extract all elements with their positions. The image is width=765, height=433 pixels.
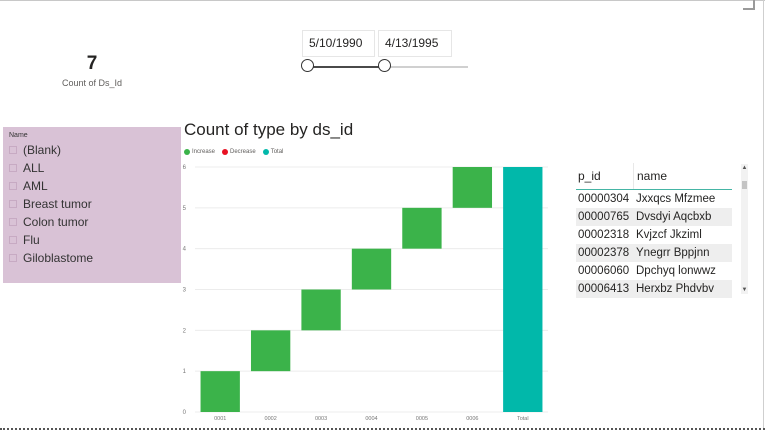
increase-bar[interactable] [452,167,493,208]
table-cell: Ynegrr Bppjnn [636,247,710,259]
checkbox-icon[interactable] [9,218,17,226]
slicer-item-label: ALL [23,161,45,175]
scroll-up-icon[interactable]: ▲ [741,165,748,171]
legend-label: Total [270,149,284,155]
table-scrollbar[interactable]: ▲ ▼ [741,164,748,294]
checkbox-icon[interactable] [9,236,17,244]
x-tick-label: 0006 [466,416,478,422]
slicer-item-label: Giloblastome [23,251,94,265]
legend-dot-icon [184,149,190,155]
table-row[interactable]: 00006413 Herxbz Phdvbv [576,280,732,298]
slicer-header: Name [9,132,28,139]
table-cell: 00006413 [578,283,630,295]
scroll-thumb[interactable] [742,181,747,189]
end-date-input[interactable]: 4/13/1995 [378,30,452,57]
slicer-item[interactable]: Giloblastome [3,249,181,267]
kpi-card[interactable]: 7 Count of Ds_Id [40,52,144,88]
x-tick-label: Total [517,416,529,422]
slicer-item[interactable]: ALL [3,159,181,177]
x-tick-label: 0003 [315,416,327,422]
increase-bar[interactable] [351,248,392,290]
name-slicer: Name (Blank) ALL AML Breast tumor Colon … [3,127,181,283]
legend-item-increase[interactable]: Increase [184,149,215,155]
y-tick-label: 5 [183,206,187,212]
chart-title: Count of type by ds_id [184,120,354,139]
date-slider-start-handle[interactable] [301,59,314,72]
y-tick-label: 6 [183,165,187,171]
kpi-label: Count of Ds_Id [61,78,123,88]
x-tick-label: 0002 [265,416,277,422]
x-tick-label: 0005 [416,416,428,422]
checkbox-icon[interactable] [9,200,17,208]
x-tick-label: 0001 [214,416,226,422]
table-row[interactable]: 00006060 Dpchyq lonwwz [576,262,732,280]
column-header-name[interactable]: name [633,163,732,189]
start-date-input[interactable]: 5/10/1990 [302,30,375,57]
slicer-item-label: Breast tumor [23,197,92,211]
waterfall-chart[interactable]: 0 1 2 3 4 5 6 0001 0002 0003 0004 0005 0006 Total [178,160,558,425]
slicer-item[interactable]: Colon tumor [3,213,181,231]
y-tick-label: 0 [183,410,187,416]
increase-bar[interactable] [301,289,341,331]
table-cell: Dpchyq lonwwz [636,265,716,277]
slicer-item-label: Flu [23,233,40,247]
date-slider-range [308,66,386,68]
table-cell: Kvjzcf Jkziml [636,229,702,241]
table-row[interactable]: 00002378 Ynegrr Bppjnn [576,244,732,262]
date-slider-end-handle[interactable] [378,59,391,72]
y-tick-label: 4 [183,247,187,253]
legend-item-total[interactable]: Total [262,149,284,155]
focus-mode-corner-icon[interactable] [743,0,755,10]
slicer-item-label: Colon tumor [23,215,89,229]
table-header: p_id name [576,163,732,190]
table-cell: Dvsdyi Aqcbxb [636,211,712,223]
slicer-item[interactable]: (Blank) [3,141,181,159]
legend-dot-icon [262,149,269,155]
checkbox-icon[interactable] [9,254,17,262]
slicer-item-label: (Blank) [23,143,62,157]
total-bar[interactable] [503,167,543,412]
y-tick-label: 2 [183,328,187,334]
x-tick-label: 0004 [365,416,377,422]
checkbox-icon[interactable] [9,182,17,190]
table-cell: 00002318 [578,229,630,241]
data-table: p_id name 00000304 Jxxqcs Mfzmee 0000076… [576,163,732,298]
table-row[interactable]: 00002318 Kvjzcf Jkziml [576,226,732,244]
slicer-item[interactable]: AML [3,177,181,195]
legend-dot-icon [222,149,229,155]
checkbox-icon[interactable] [9,146,17,154]
table-cell: 00000765 [578,211,630,223]
checkbox-icon[interactable] [9,164,17,172]
slicer-item[interactable]: Breast tumor [3,195,181,213]
kpi-value: 7 [86,53,98,74]
table-cell: 00006060 [578,265,630,277]
table-cell: 00002378 [578,247,630,259]
table-cell: Jxxqcs Mfzmee [636,193,716,205]
legend-label: Increase [192,149,216,155]
y-tick-label: 3 [183,288,187,294]
slicer-list: (Blank) ALL AML Breast tumor Colon tumor… [3,141,181,267]
legend-item-decrease[interactable]: Decrease [222,149,256,155]
slicer-item-label: AML [23,179,48,193]
legend-label: Decrease [230,149,256,155]
canvas-right-border [763,0,764,430]
slicer-item[interactable]: Flu [3,231,181,249]
canvas-top-border [0,0,765,7]
canvas-bottom-border [0,428,765,430]
increase-bar[interactable] [250,330,291,372]
table-cell: Herxbz Phdvbv [636,283,714,295]
column-header-p-id[interactable]: p_id [578,169,601,183]
chart-legend: Increase Decrease Total [184,149,290,155]
table-cell: 00000304 [578,193,630,205]
y-tick-label: 1 [183,369,187,375]
scroll-down-icon[interactable]: ▼ [741,287,748,293]
increase-bar[interactable] [200,371,240,412]
increase-bar[interactable] [402,207,442,249]
table-row[interactable]: 00000765 Dvsdyi Aqcbxb [576,208,732,226]
table-row[interactable]: 00000304 Jxxqcs Mfzmee [576,190,732,208]
